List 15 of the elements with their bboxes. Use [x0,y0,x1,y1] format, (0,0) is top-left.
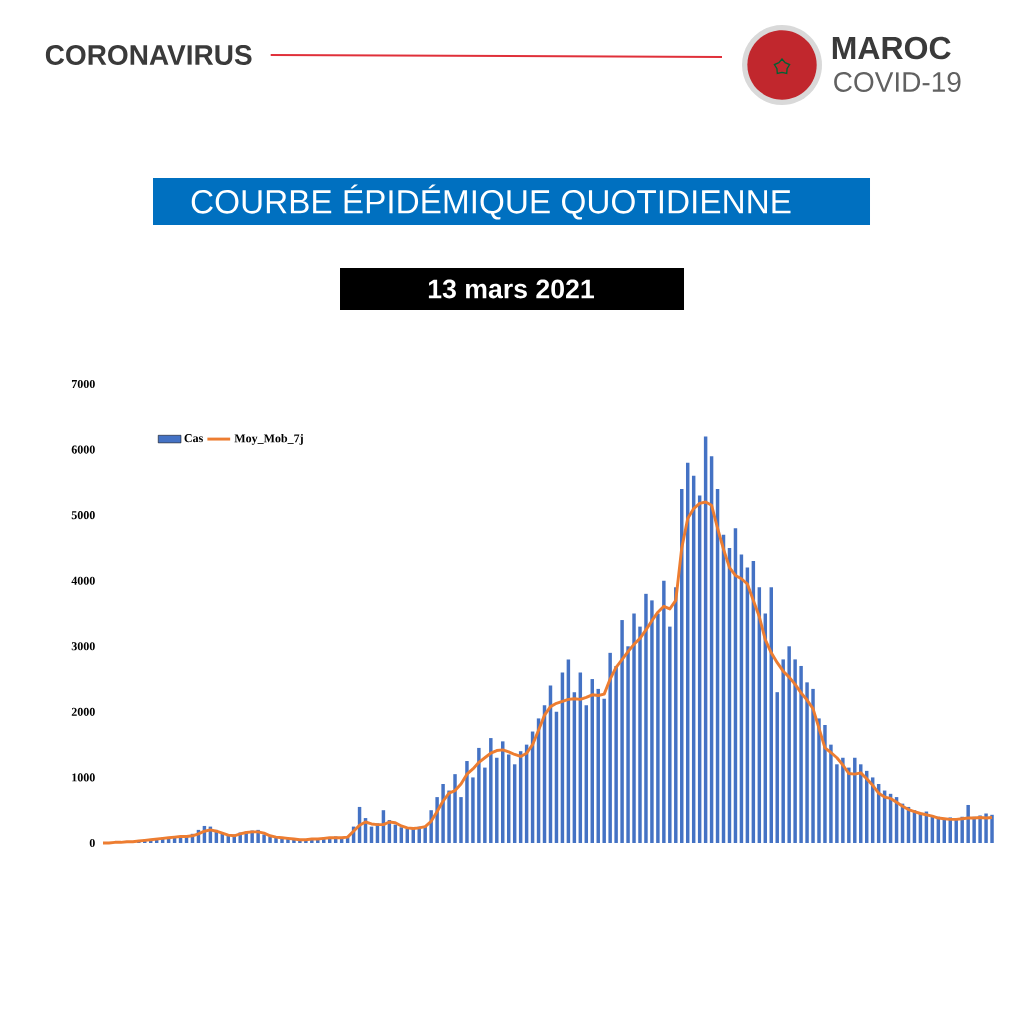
y-tick-label: 2000 [71,707,95,716]
y-tick-label: 0 [89,838,95,848]
text: MAROC [832,36,951,60]
chart-title: COURBE ÉPIDÉMIQUE QUOTIDIENNE [191,184,791,220]
y-tick-label: 1000 [72,773,95,782]
y-tick-label: 6000 [71,445,95,454]
text: CORONAVIRUS [45,45,252,65]
text: COVID-19 [834,72,961,92]
y-tick-label: 7000 [71,379,95,389]
chart-subtitle: 13 mars 2021 [428,279,594,299]
y-tick-label: 3000 [71,642,95,651]
y-tick-label: 4000 [71,576,95,585]
legend-label: Moy_Mob_7j [234,433,303,445]
y-tick-label: 5000 [71,511,95,520]
legend-label: Cas [184,434,203,443]
